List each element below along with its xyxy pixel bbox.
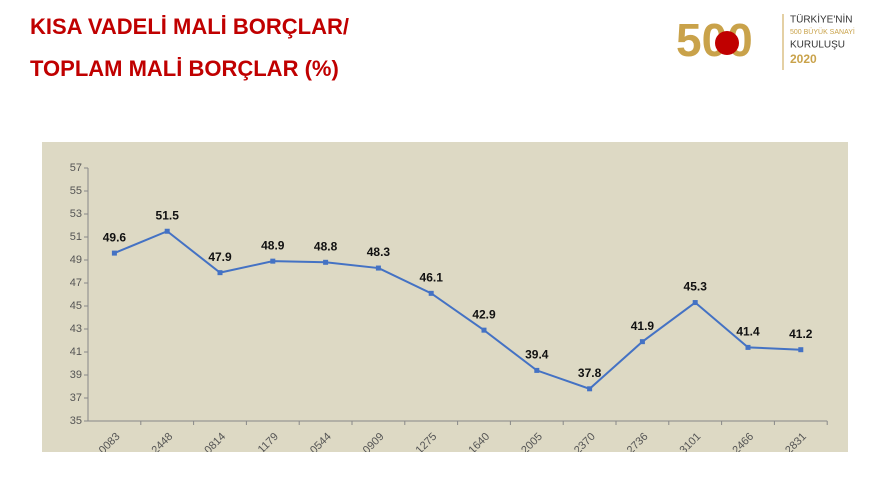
data-label: 42.9 xyxy=(472,307,496,321)
y-tick-label: 51 xyxy=(70,231,82,243)
y-tick-label: 53 xyxy=(70,208,82,220)
y-tick-label: 41 xyxy=(70,346,82,358)
marker xyxy=(111,250,117,256)
data-label: 48.8 xyxy=(314,239,338,253)
data-label: 51.5 xyxy=(156,208,180,222)
logo-mark: 500 xyxy=(676,14,753,66)
marker xyxy=(270,258,276,264)
marker xyxy=(639,339,645,345)
logo-text: KURULUŞU xyxy=(790,40,845,51)
y-tick-label: 49 xyxy=(70,254,82,266)
y-tick-label: 47 xyxy=(70,277,82,289)
logo-text: TÜRKİYE'NİN xyxy=(790,13,852,26)
marker xyxy=(745,344,751,350)
marker xyxy=(217,270,223,276)
marker xyxy=(798,347,804,353)
logo-text: 2020 xyxy=(790,52,817,66)
data-label: 46.1 xyxy=(420,271,444,285)
y-tick-label: 43 xyxy=(70,323,82,335)
plot-area xyxy=(42,142,848,452)
logo: 500 TÜRKİYE'NİN 500 BÜYÜK SANAYİ KURULUŞ… xyxy=(676,13,855,70)
marker xyxy=(164,228,170,234)
title-line: KISA VADELİ MALİ BORÇLAR/ xyxy=(30,14,349,39)
title-line: TOPLAM MALİ BORÇLAR (%) xyxy=(30,56,339,81)
marker xyxy=(375,265,381,271)
marker xyxy=(587,386,593,392)
data-label: 37.8 xyxy=(578,366,602,380)
data-label: 49.6 xyxy=(103,230,127,244)
y-tick-label: 35 xyxy=(70,415,82,427)
data-label: 48.3 xyxy=(367,245,391,259)
marker xyxy=(323,259,329,265)
line xyxy=(114,230,801,390)
y-tick-label: 45 xyxy=(70,300,82,312)
data-label: 41.2 xyxy=(789,327,813,341)
marker xyxy=(481,327,487,333)
y-tick-label: 39 xyxy=(70,369,82,381)
data-label: 41.9 xyxy=(631,319,655,333)
logo-badge xyxy=(715,31,739,55)
data-label: 47.9 xyxy=(208,250,232,264)
y-tick-label: 55 xyxy=(70,185,82,197)
y-tick-label: 37 xyxy=(70,392,82,404)
marker xyxy=(428,290,434,296)
data-label: 39.4 xyxy=(525,348,549,362)
data-label: 45.3 xyxy=(684,280,708,294)
logo-text: 500 BÜYÜK SANAYİ xyxy=(790,27,855,36)
y-tick-label: 57 xyxy=(70,162,82,174)
marker xyxy=(692,300,698,306)
data-label: 41.4 xyxy=(736,325,760,339)
data-label: 48.9 xyxy=(261,238,285,252)
marker xyxy=(534,367,540,373)
